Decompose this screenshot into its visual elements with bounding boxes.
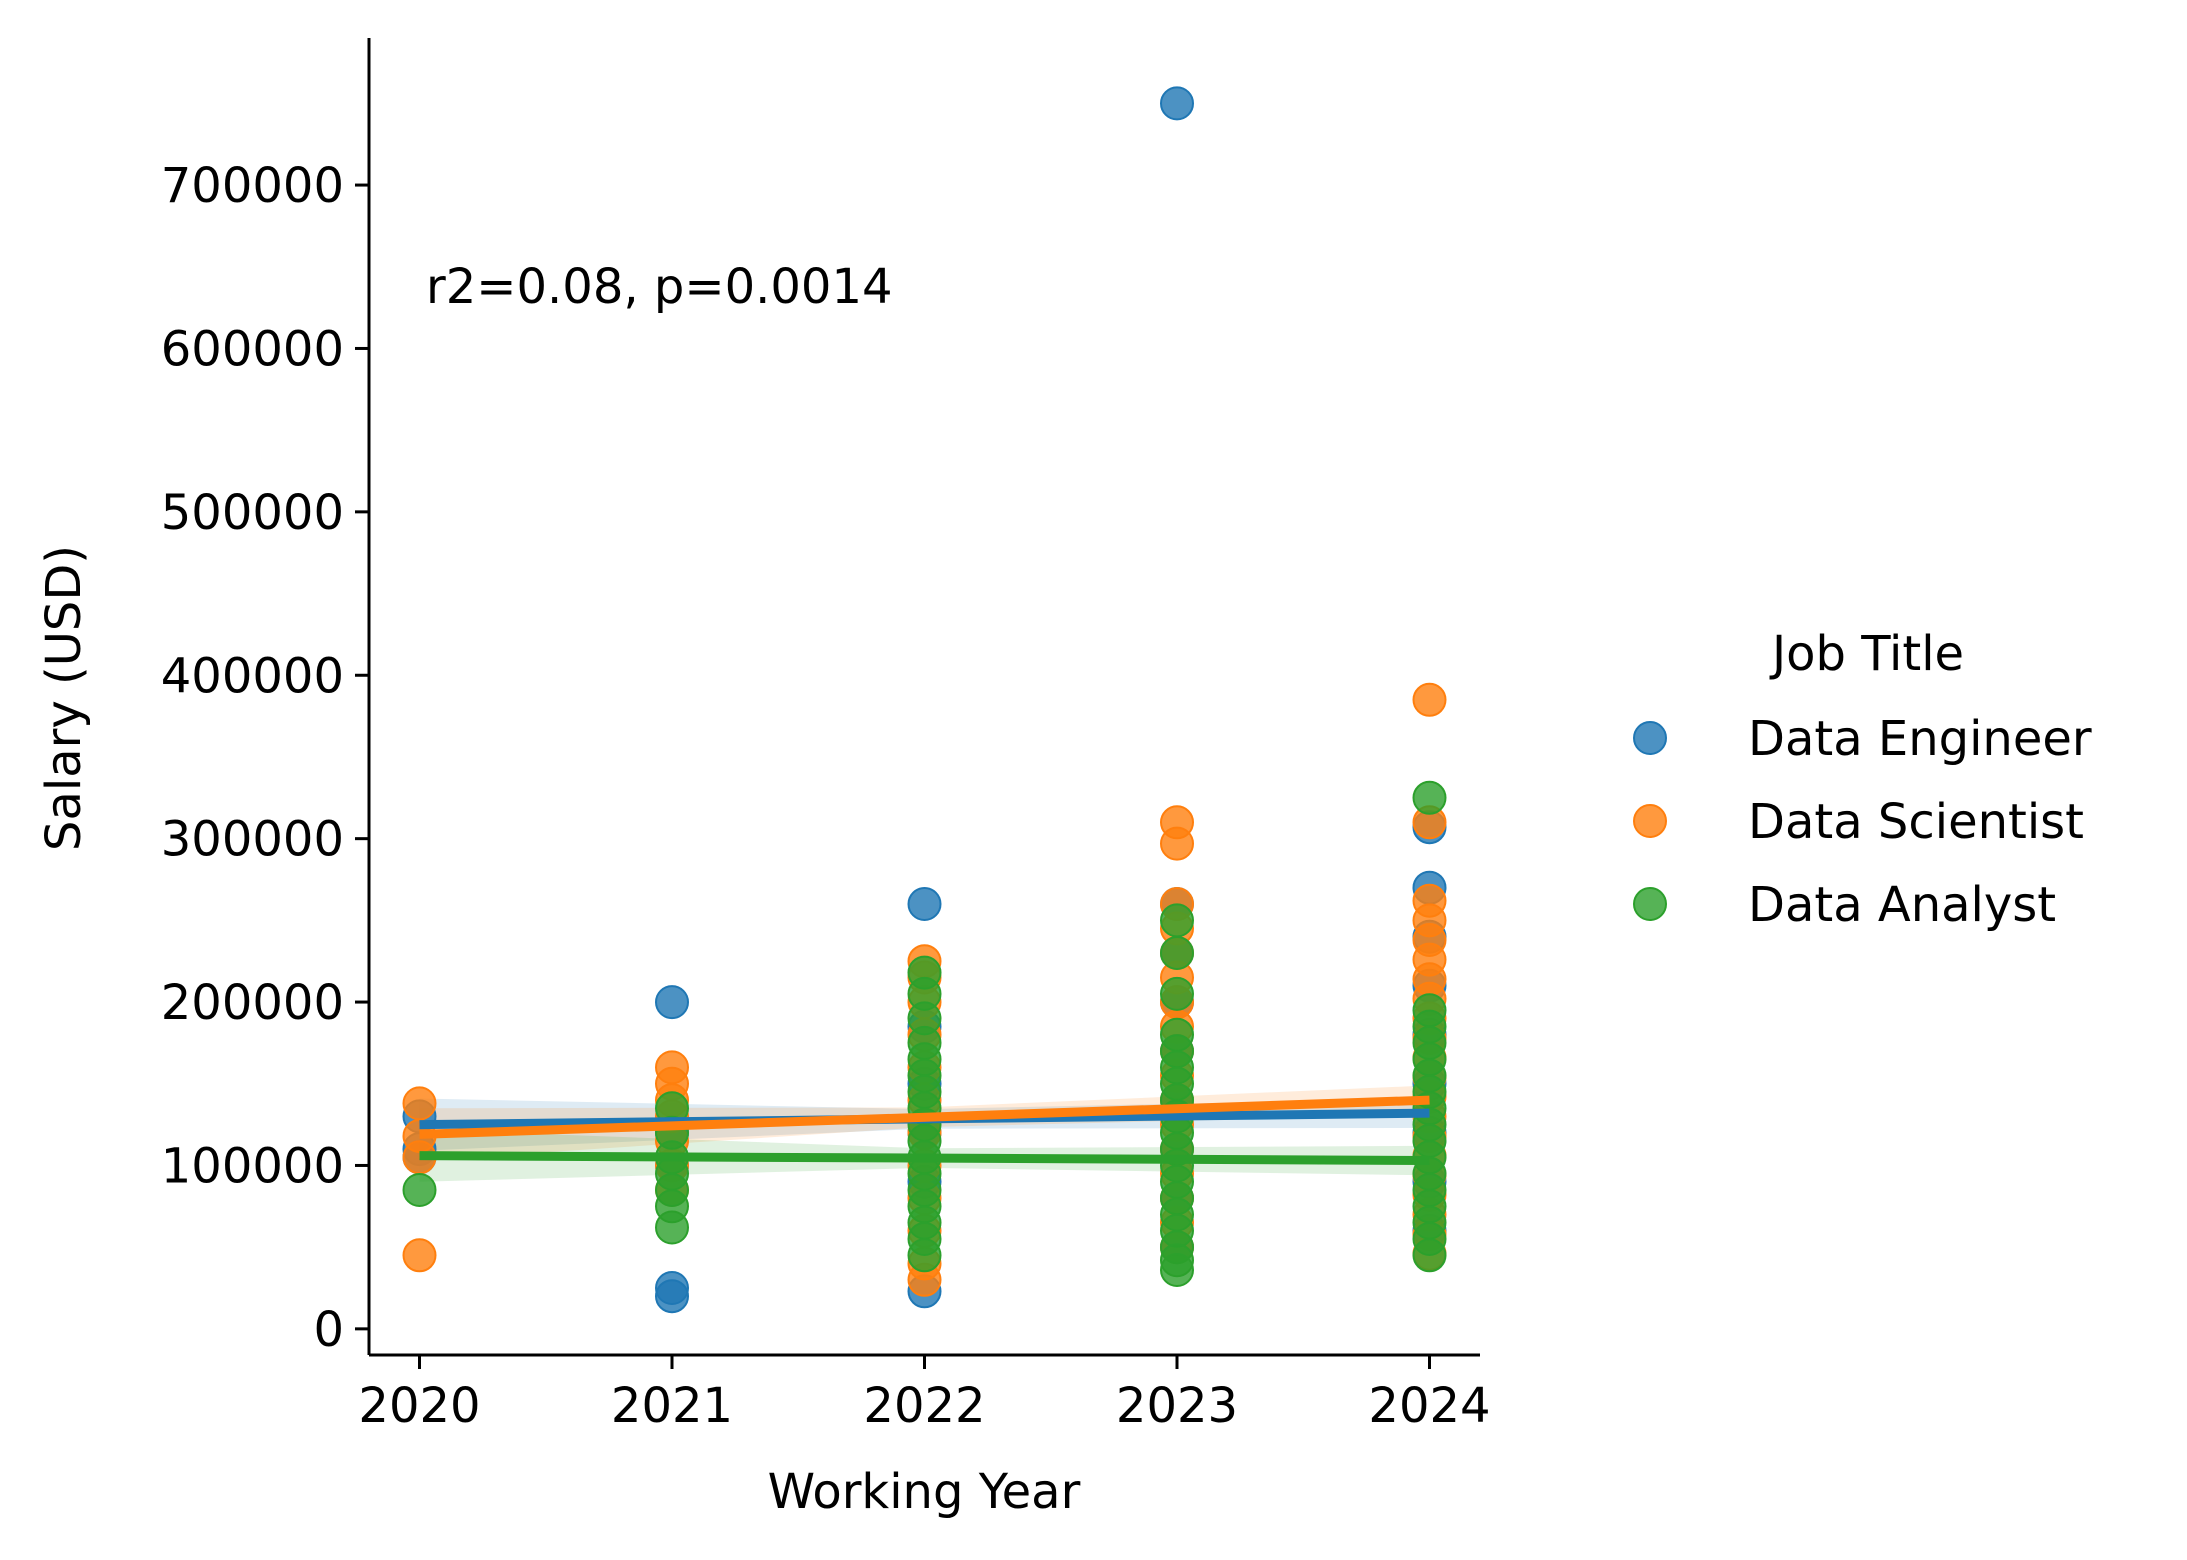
point-data-analyst bbox=[907, 1238, 942, 1273]
y-ticks: 0 100000 200000 300000 400000 500000 600000 700… bbox=[161, 158, 369, 1358]
point-data-analyst bbox=[1160, 936, 1194, 970]
legend-items: Data Engineer Data Scientist Data Analyst bbox=[1633, 711, 2092, 933]
y-tick-label: 200000 bbox=[161, 975, 344, 1031]
point-data-analyst bbox=[1412, 780, 1447, 815]
point-data-engineer bbox=[655, 1279, 689, 1314]
point-data-scientist bbox=[402, 1086, 437, 1121]
legend-marker-data-engineer bbox=[1633, 721, 1667, 755]
point-data-analyst bbox=[1160, 903, 1194, 938]
y-tick-label: 600000 bbox=[161, 321, 344, 377]
point-data-scientist bbox=[1160, 826, 1194, 861]
point-data-analyst bbox=[1160, 976, 1194, 1011]
fit-annotation: r2=0.08, p=0.0014 bbox=[426, 259, 893, 315]
point-data-analyst bbox=[1160, 1253, 1194, 1287]
point-data-analyst bbox=[655, 1210, 689, 1245]
y-tick-label: 400000 bbox=[161, 648, 344, 704]
point-data-engineer bbox=[1160, 86, 1194, 121]
fit-line-data-analyst bbox=[419, 1151, 1430, 1166]
regression-lines bbox=[419, 1095, 1430, 1166]
x-tick-label: 2022 bbox=[863, 1378, 985, 1434]
x-tick-label: 2024 bbox=[1368, 1378, 1490, 1434]
legend-label-data-analyst: Data Analyst bbox=[1748, 877, 2056, 933]
y-tick-label: 0 bbox=[313, 1302, 344, 1358]
legend-title: Job Title bbox=[1769, 626, 1964, 682]
point-data-engineer bbox=[907, 887, 942, 921]
point-data-engineer bbox=[655, 985, 689, 1020]
legend-label-data-scientist: Data Scientist bbox=[1748, 794, 2084, 850]
y-tick-label: 300000 bbox=[161, 812, 344, 868]
legend-label-data-engineer: Data Engineer bbox=[1748, 711, 2092, 767]
legend-marker-data-analyst bbox=[1633, 887, 1667, 921]
legend-marker-data-scientist bbox=[1633, 804, 1667, 838]
fit-line-data-scientist bbox=[419, 1095, 1430, 1139]
y-axis-label: Salary (USD) bbox=[36, 545, 92, 851]
x-tick-label: 2020 bbox=[358, 1378, 480, 1434]
point-data-scientist bbox=[1412, 682, 1447, 717]
data-points bbox=[402, 86, 1447, 1314]
x-tick-label: 2021 bbox=[611, 1378, 733, 1434]
point-data-scientist bbox=[402, 1238, 437, 1273]
x-tick-label: 2023 bbox=[1116, 1378, 1238, 1434]
y-tick-label: 700000 bbox=[161, 158, 344, 214]
y-tick-label: 100000 bbox=[161, 1138, 344, 1194]
x-ticks: 2020 2021 2022 2023 2024 bbox=[358, 1355, 1491, 1434]
point-data-analyst bbox=[402, 1173, 437, 1207]
y-tick-label: 500000 bbox=[161, 485, 344, 541]
x-axis-label: Working Year bbox=[768, 1464, 1081, 1520]
point-data-analyst bbox=[1412, 1238, 1447, 1273]
